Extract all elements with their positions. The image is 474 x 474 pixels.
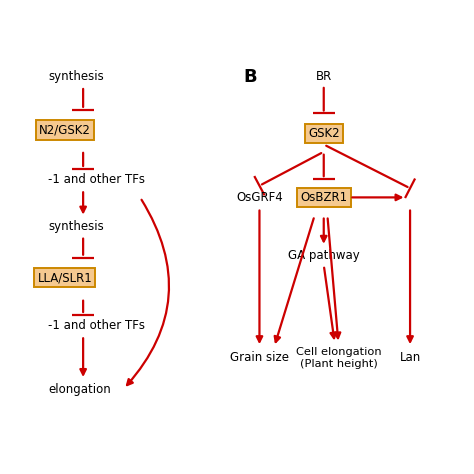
Text: GA pathway: GA pathway [288,249,360,262]
Text: synthesis: synthesis [48,220,104,233]
Text: OsBZR1: OsBZR1 [300,191,347,204]
Text: synthesis: synthesis [48,71,104,83]
Text: B: B [243,68,256,86]
Text: GSK2: GSK2 [308,127,339,140]
Text: Cell elongation
(Plant height): Cell elongation (Plant height) [296,347,381,369]
Text: BR: BR [316,71,332,83]
Text: N2/GSK2: N2/GSK2 [39,123,91,137]
Text: LLA/SLR1: LLA/SLR1 [37,271,92,284]
Text: -1 and other TFs: -1 and other TFs [48,173,145,186]
Text: elongation: elongation [48,383,111,395]
Text: Grain size: Grain size [230,352,289,365]
Text: Lan: Lan [400,352,421,365]
Text: OsGRF4: OsGRF4 [236,191,283,204]
Text: -1 and other TFs: -1 and other TFs [48,319,145,332]
